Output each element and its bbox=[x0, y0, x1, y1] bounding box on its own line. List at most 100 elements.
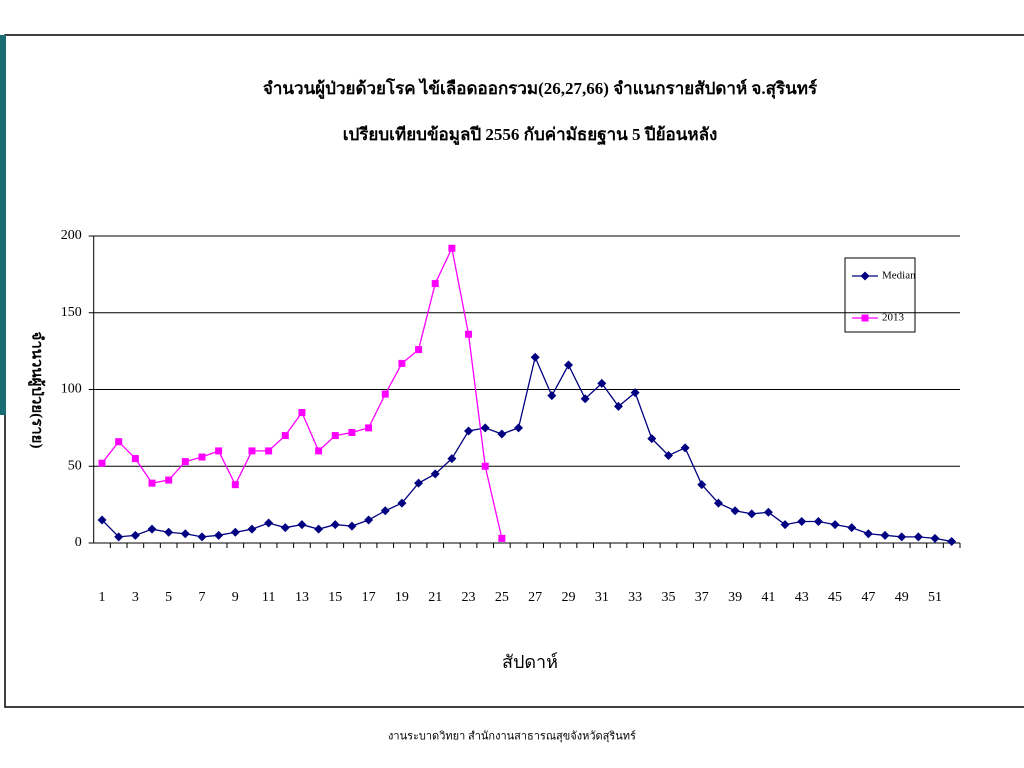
x-tick-label: 13 bbox=[295, 590, 309, 605]
x-tick-label: 25 bbox=[495, 590, 509, 605]
x-tick-label: 27 bbox=[528, 590, 542, 605]
point bbox=[365, 424, 373, 432]
side-bar bbox=[0, 35, 6, 415]
y-tick-label: 100 bbox=[61, 382, 82, 397]
x-tick-label: 33 bbox=[628, 590, 642, 605]
point bbox=[830, 520, 840, 530]
point bbox=[448, 244, 456, 252]
point bbox=[930, 533, 940, 543]
point bbox=[498, 534, 506, 542]
chart-title: จำนวนผู้ป่วยด้วยโรค ไข้เลือดออกรวม(26,27… bbox=[263, 78, 818, 100]
x-tick-label: 9 bbox=[232, 590, 239, 605]
point bbox=[880, 530, 890, 540]
point bbox=[514, 423, 524, 433]
point bbox=[114, 532, 124, 542]
point bbox=[214, 530, 224, 540]
point bbox=[847, 523, 857, 533]
point bbox=[314, 524, 324, 534]
x-tick-label: 43 bbox=[795, 590, 809, 605]
legend-label: Median bbox=[882, 270, 916, 282]
legend-box bbox=[844, 257, 916, 333]
point bbox=[130, 530, 140, 540]
point bbox=[414, 478, 424, 488]
point bbox=[181, 458, 189, 466]
x-tick-label: 37 bbox=[695, 590, 709, 605]
legend-marker bbox=[860, 271, 870, 281]
point bbox=[730, 506, 740, 516]
x-tick-label: 41 bbox=[761, 590, 775, 605]
point bbox=[215, 447, 223, 455]
point bbox=[164, 527, 174, 537]
point bbox=[380, 506, 390, 516]
point bbox=[747, 509, 757, 519]
point bbox=[231, 481, 239, 489]
point bbox=[863, 529, 873, 539]
point bbox=[597, 378, 607, 388]
point bbox=[897, 532, 907, 542]
point bbox=[198, 453, 206, 461]
x-tick-label: 11 bbox=[262, 590, 275, 605]
x-tick-label: 5 bbox=[165, 590, 172, 605]
point bbox=[481, 462, 489, 470]
point bbox=[431, 280, 439, 288]
point bbox=[297, 520, 307, 530]
point bbox=[97, 515, 107, 525]
x-tick-label: 47 bbox=[861, 590, 875, 605]
x-tick-label: 3 bbox=[132, 590, 139, 605]
x-tick-label: 15 bbox=[328, 590, 342, 605]
point bbox=[947, 536, 957, 546]
point bbox=[165, 476, 173, 484]
point bbox=[480, 423, 490, 433]
y-tick-label: 50 bbox=[68, 458, 82, 473]
legend-marker bbox=[861, 314, 869, 322]
point bbox=[381, 390, 389, 398]
x-tick-label: 21 bbox=[428, 590, 442, 605]
point bbox=[465, 330, 473, 338]
point bbox=[913, 532, 923, 542]
point bbox=[630, 388, 640, 398]
x-tick-label: 31 bbox=[595, 590, 609, 605]
point bbox=[115, 438, 123, 446]
point bbox=[663, 451, 673, 461]
point bbox=[430, 469, 440, 479]
point bbox=[613, 401, 623, 411]
x-axis-label: สัปดาห์ bbox=[502, 652, 558, 672]
footer: งานระบาดวิทยา สำนักงานสาธารณสุขจังหวัดสุ… bbox=[388, 730, 636, 743]
point bbox=[813, 517, 823, 527]
point bbox=[547, 391, 557, 401]
point bbox=[298, 409, 306, 417]
point bbox=[580, 394, 590, 404]
legend-label: 2013 bbox=[882, 312, 905, 324]
x-tick-label: 45 bbox=[828, 590, 842, 605]
y-tick-label: 0 bbox=[75, 535, 82, 550]
point bbox=[464, 426, 474, 436]
point bbox=[497, 429, 507, 439]
x-tick-label: 29 bbox=[561, 590, 575, 605]
x-tick-label: 17 bbox=[362, 590, 376, 605]
point bbox=[697, 480, 707, 490]
point bbox=[197, 532, 207, 542]
point bbox=[530, 352, 540, 362]
y-tick-label: 200 bbox=[61, 228, 82, 243]
point bbox=[264, 518, 274, 528]
x-tick-label: 1 bbox=[99, 590, 106, 605]
point bbox=[131, 455, 139, 463]
point bbox=[347, 521, 357, 531]
point bbox=[780, 520, 790, 530]
point bbox=[647, 434, 657, 444]
x-tick-label: 19 bbox=[395, 590, 409, 605]
point bbox=[147, 524, 157, 534]
point bbox=[280, 523, 290, 533]
series-line bbox=[101, 246, 503, 539]
x-tick-label: 51 bbox=[928, 590, 942, 605]
x-tick-label: 39 bbox=[728, 590, 742, 605]
y-tick-label: 150 bbox=[61, 305, 82, 320]
point bbox=[364, 515, 374, 525]
x-tick-label: 49 bbox=[895, 590, 909, 605]
point bbox=[797, 517, 807, 527]
point bbox=[180, 529, 190, 539]
point bbox=[415, 346, 423, 354]
point bbox=[348, 428, 356, 436]
x-tick-label: 35 bbox=[661, 590, 675, 605]
